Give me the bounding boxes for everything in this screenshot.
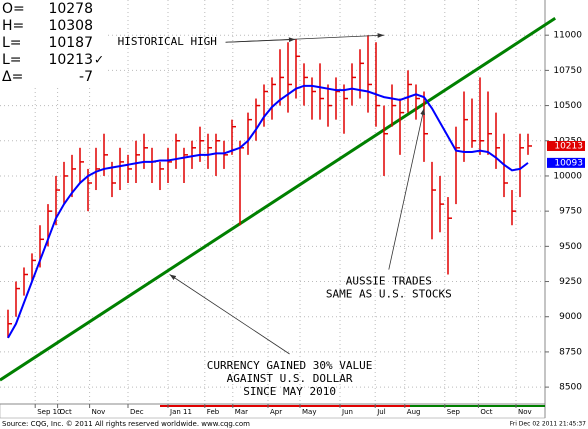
last-value-label: 10093 bbox=[554, 158, 583, 168]
quote-box bbox=[0, 0, 108, 88]
last-value-label: 10213 bbox=[554, 141, 583, 151]
x-tick-label: Jun bbox=[341, 408, 353, 416]
y-tick-label: 8500 bbox=[559, 383, 582, 393]
x-tick-label: Aug bbox=[407, 408, 421, 416]
y-tick-label: 10500 bbox=[553, 101, 582, 111]
x-tick-label: Mar bbox=[235, 408, 248, 416]
quote-value: 10308 bbox=[48, 18, 93, 34]
quote-value: 10213 bbox=[48, 52, 93, 68]
x-tick-label: Nov bbox=[518, 408, 532, 416]
x-tick-label: Feb bbox=[207, 408, 220, 416]
annotation-text: SINCE MAY 2010 bbox=[243, 385, 336, 398]
quote-mark: ✓ bbox=[94, 53, 104, 67]
x-tick-label: Sep bbox=[447, 408, 461, 416]
annotation-text: HISTORICAL HIGH bbox=[118, 35, 217, 48]
quote-value: -7 bbox=[79, 69, 93, 85]
trend-line bbox=[0, 17, 557, 382]
y-tick-label: 9750 bbox=[559, 207, 582, 217]
quote-label: O= bbox=[2, 1, 25, 17]
y-tick-label: 9500 bbox=[559, 242, 582, 252]
annotation-arrow bbox=[169, 274, 290, 355]
last-value-box bbox=[547, 140, 585, 151]
y-tick-label: 10000 bbox=[553, 171, 582, 181]
x-tick-label: Oct bbox=[480, 408, 492, 416]
x-tick-label: Oct bbox=[60, 408, 72, 416]
y-tick-label: 11000 bbox=[553, 31, 582, 41]
quote-label: L= bbox=[2, 52, 22, 68]
annotation-text: AGAINST U.S. DOLLAR bbox=[227, 372, 353, 385]
annotation-arrow bbox=[225, 33, 385, 43]
x-tick-label: Nov bbox=[92, 408, 106, 416]
x-tick-label: Jan 11 bbox=[169, 408, 192, 416]
y-tick-label: 9250 bbox=[559, 277, 582, 287]
x-tick-label: Dec bbox=[130, 408, 144, 416]
x-tick-label: Jul bbox=[376, 408, 386, 416]
y-tick-label: 9000 bbox=[559, 312, 582, 322]
quote-value: 10278 bbox=[48, 1, 93, 17]
annotation-arrow bbox=[388, 108, 425, 270]
footer: Source: CQG, Inc. © 2011 All rights rese… bbox=[2, 420, 250, 428]
x-tick-label: Sep 10 bbox=[37, 408, 61, 416]
quote-value: 10187 bbox=[48, 35, 93, 51]
x-tick-label: May bbox=[302, 408, 316, 416]
x-tick-label: Apr bbox=[270, 408, 282, 416]
annotation-text: CURRENCY GAINED 30% VALUE bbox=[207, 359, 373, 372]
timestamp: Fri Dec 02 2011 21:45:37 bbox=[510, 421, 586, 428]
annotation-text: SAME AS U.S. STOCKS bbox=[326, 288, 452, 301]
last-value-box bbox=[547, 157, 585, 168]
quote-label: L= bbox=[2, 35, 22, 51]
quote-label: Δ= bbox=[2, 69, 23, 85]
y-tick-label: 8750 bbox=[559, 347, 582, 357]
annotation-text: AUSSIE TRADES bbox=[346, 275, 432, 288]
y-tick-label: 10750 bbox=[553, 66, 582, 76]
moving-average bbox=[7, 84, 529, 339]
quote-label: H= bbox=[2, 18, 24, 34]
